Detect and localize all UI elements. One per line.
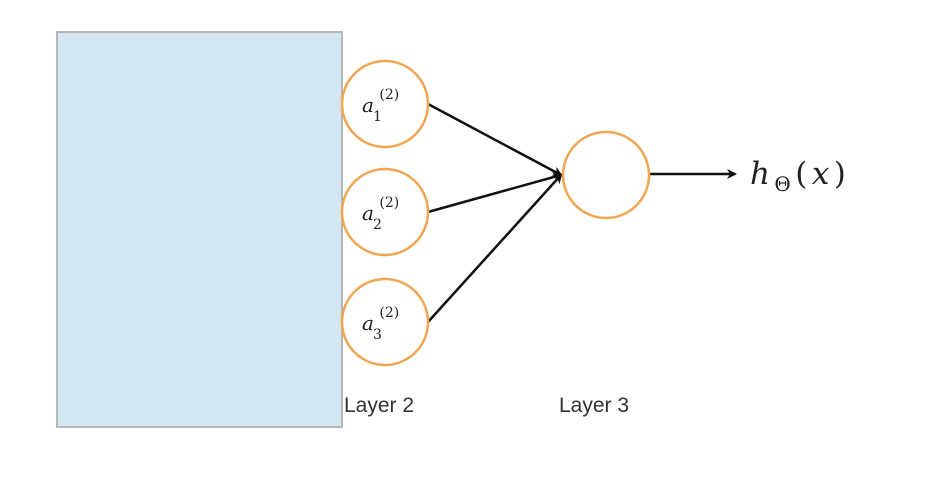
output-node — [563, 132, 649, 218]
hypothesis-arg: x — [812, 156, 830, 192]
hypothesis-open-paren: ( — [795, 156, 807, 192]
layer-3-label: Layer 3 — [559, 394, 629, 417]
hypothesis-sub: Θ — [774, 172, 790, 196]
node-a2: a (2) 2 — [342, 169, 428, 255]
node-a1-circle — [342, 61, 428, 147]
edge-a3-to-output — [428, 175, 561, 322]
node-a1: a (2) 1 — [342, 61, 428, 147]
node-a3-sub: 3 — [373, 327, 382, 343]
hypothesis-close-paren: ) — [834, 156, 846, 192]
hypothesis-label: h Θ ( x ) — [750, 156, 846, 196]
node-a3: a (2) 3 — [342, 279, 428, 365]
layer-2-label: Layer 2 — [344, 394, 414, 417]
node-a2-sup: (2) — [379, 195, 399, 211]
occluded-input-panel — [57, 32, 342, 427]
node-a3-circle — [342, 279, 428, 365]
edge-a2-to-output — [428, 175, 561, 212]
node-a1-sub: 1 — [373, 109, 382, 125]
hypothesis-func: h — [750, 156, 770, 192]
node-a1-sup: (2) — [379, 87, 399, 103]
node-a3-sup: (2) — [379, 305, 399, 321]
edge-a1-to-output — [428, 104, 561, 175]
node-a2-sub: 2 — [373, 217, 382, 233]
node-a2-circle — [342, 169, 428, 255]
